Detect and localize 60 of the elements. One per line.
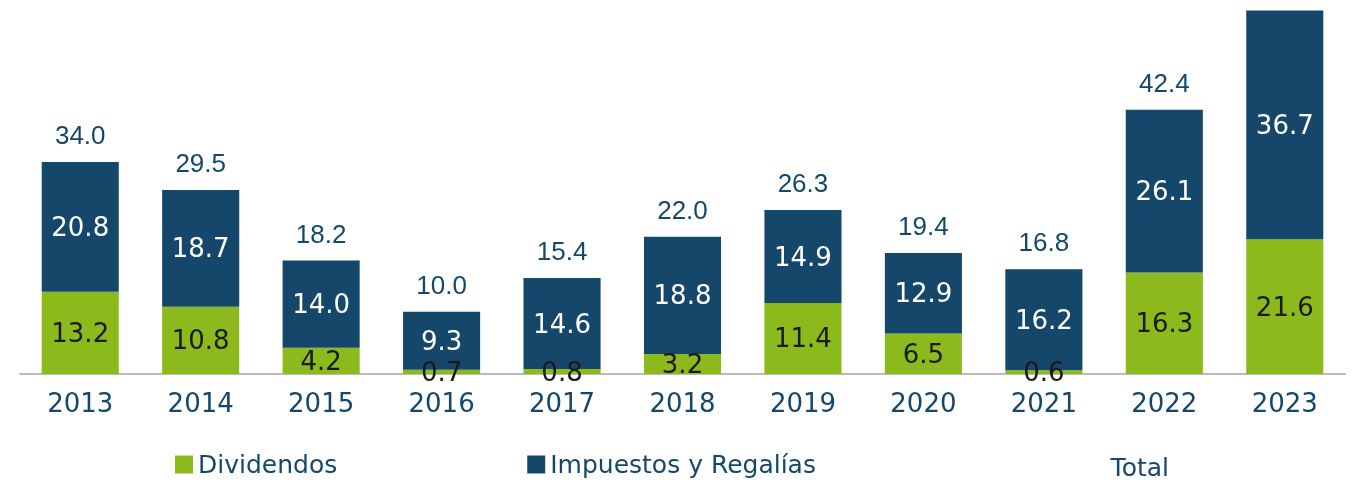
total-label: 15.4 <box>536 236 588 267</box>
data-label: 0.6 <box>1023 357 1065 388</box>
bar <box>162 190 240 307</box>
bar <box>764 302 842 374</box>
data-label: 16.2 <box>1014 304 1073 335</box>
bar <box>1246 10 1324 240</box>
data-label: 18.8 <box>653 280 712 311</box>
x-tick-label: 2022 <box>1131 388 1198 418</box>
x-tick-label: 2015 <box>288 388 355 418</box>
total-label: 22.0 <box>657 194 708 225</box>
total-label: 18.2 <box>295 218 347 249</box>
data-label: 26.1 <box>1135 176 1194 207</box>
bar <box>884 333 962 374</box>
data-label: 14.6 <box>533 308 591 339</box>
total-label: 16.8 <box>1018 227 1070 258</box>
data-label: 10.8 <box>171 325 230 356</box>
bar <box>884 253 962 334</box>
total-label: 29.5 <box>175 148 226 179</box>
legend-label: Impuestos y Regalías <box>550 450 816 479</box>
total-label: 34.0 <box>54 120 106 151</box>
x-tick-label: 2014 <box>167 388 234 418</box>
data-label: 3.2 <box>661 349 704 380</box>
data-label: 36.7 <box>1255 109 1314 140</box>
x-tick-label: 2013 <box>47 388 114 418</box>
x-tick-label: 2017 <box>528 388 596 418</box>
data-label: 18.7 <box>171 233 230 264</box>
bar <box>162 306 240 374</box>
data-label: 14.0 <box>292 289 351 320</box>
legend-label: Dividendos <box>198 450 338 479</box>
total-label: 26.3 <box>777 168 829 199</box>
bar <box>1246 239 1324 374</box>
data-label: 4.2 <box>300 345 342 376</box>
data-label: 21.6 <box>1255 291 1314 322</box>
total-label: 42.4 <box>1139 67 1190 98</box>
total-label: 19.4 <box>898 211 949 242</box>
text: Total <box>1109 453 1169 482</box>
x-tick-label: 2023 <box>1251 388 1318 418</box>
bar <box>1125 272 1203 374</box>
data-label: 13.2 <box>51 317 110 348</box>
data-label: 16.3 <box>1135 308 1194 339</box>
bar <box>282 260 360 348</box>
data-label: 11.4 <box>774 323 832 354</box>
data-label: 12.9 <box>894 278 953 309</box>
data-label: 9.3 <box>420 325 463 356</box>
data-label: 6.5 <box>902 338 945 369</box>
bar <box>764 210 842 303</box>
data-label: 0.8 <box>541 356 583 387</box>
x-tick-label: 2021 <box>1010 388 1077 418</box>
data-label: 20.8 <box>51 211 110 242</box>
x-tick-label: 2019 <box>769 388 837 418</box>
bar <box>1125 109 1203 273</box>
data-label: 0.7 <box>420 356 463 387</box>
x-tick-label: 2018 <box>649 388 716 418</box>
data-label: 14.9 <box>774 241 832 272</box>
bar <box>41 162 119 292</box>
bar <box>643 236 722 355</box>
x-tick-label: 2016 <box>408 388 475 418</box>
total-label: 10.0 <box>416 269 467 300</box>
bar <box>41 291 119 374</box>
x-tick-label: 2020 <box>890 388 957 418</box>
